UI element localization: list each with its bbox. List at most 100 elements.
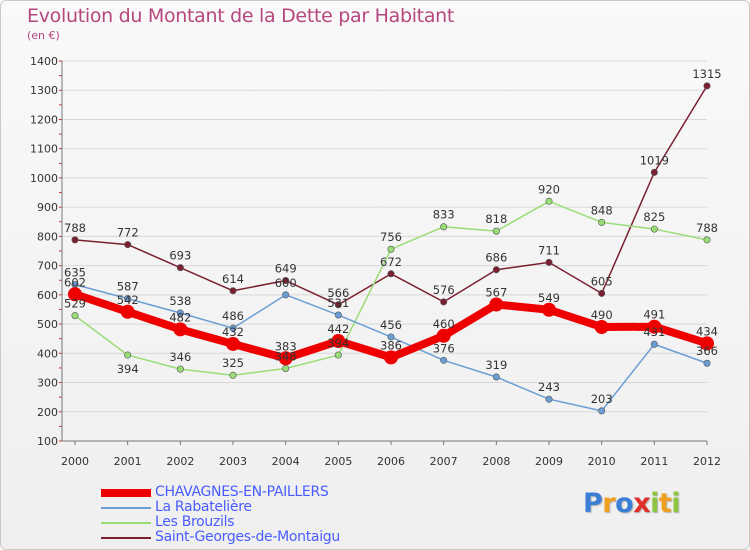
data-label: 602: [64, 275, 86, 289]
logo-letter: i: [671, 488, 681, 519]
legend-label: CHAVAGNES-EN-PAILLERS: [155, 484, 329, 500]
data-point: [545, 258, 553, 266]
data-label: 490: [591, 308, 613, 322]
x-tick-label: 2010: [588, 455, 616, 468]
y-tick-label: 1000: [30, 172, 58, 185]
grid-lines: [62, 60, 707, 442]
x-tick-label: 2003: [219, 455, 247, 468]
y-tick-label: 1300: [30, 84, 58, 97]
data-point: [700, 336, 714, 351]
data-label: 693: [169, 249, 191, 263]
logo-letter: r: [602, 488, 616, 519]
data-label: 460: [433, 317, 455, 331]
data-point: [334, 301, 342, 309]
data-label: 818: [485, 212, 507, 226]
data-point: [542, 302, 556, 317]
data-label: 542: [117, 293, 139, 307]
data-label: 566: [327, 286, 349, 300]
data-label: 587: [117, 280, 139, 294]
data-point: [703, 82, 711, 90]
data-label: 434: [696, 324, 718, 338]
data-point: [176, 309, 184, 317]
data-point: [229, 371, 237, 379]
logo-letter: P: [583, 488, 603, 519]
data-label: 772: [117, 226, 139, 240]
data-label: 1019: [640, 153, 669, 167]
x-tick-label: 2005: [324, 455, 352, 468]
data-label: 538: [169, 294, 191, 308]
data-point: [278, 351, 293, 366]
data-label: 920: [538, 182, 560, 196]
data-label: 549: [538, 291, 560, 305]
x-tick-label: 2008: [482, 455, 510, 468]
data-point: [598, 218, 606, 226]
data-point: [124, 241, 132, 249]
chart-unit: (en €): [27, 29, 60, 42]
data-point: [124, 351, 132, 359]
data-label: 614: [222, 272, 244, 286]
data-label: 383: [275, 339, 297, 353]
data-point: [282, 291, 290, 299]
series-lines: [68, 82, 714, 415]
data-label: 788: [64, 221, 86, 235]
data-point: [594, 320, 609, 334]
logo-letter: o: [615, 488, 634, 519]
data-point: [226, 336, 240, 351]
data-point: [650, 168, 658, 176]
data-label: 529: [64, 297, 86, 311]
data-label: 432: [222, 325, 244, 339]
x-tick-label: 2009: [535, 455, 563, 468]
data-label: 848: [591, 203, 613, 217]
y-tick-label: 1400: [30, 55, 58, 68]
data-point: [387, 245, 395, 253]
data-point: [331, 334, 346, 349]
data-point: [650, 225, 658, 233]
chart-title: Evolution du Montant de la Dette par Hab…: [27, 5, 455, 27]
data-point: [387, 270, 395, 278]
legend-label: Les Brouzils: [155, 514, 235, 530]
data-point: [647, 319, 662, 334]
y-tick-label: 500: [37, 318, 58, 331]
data-label: 482: [169, 310, 191, 324]
legend-label: Saint-Georges-de-Montaigu: [155, 529, 340, 545]
data-label: 711: [538, 243, 560, 257]
data-label: 319: [485, 358, 507, 372]
data-point: [384, 350, 398, 365]
x-tick-label: 2002: [166, 455, 194, 468]
x-tick-label: 2000: [61, 455, 89, 468]
data-label: 394: [117, 362, 139, 376]
x-tick-label: 2011: [640, 455, 668, 468]
data-point: [229, 324, 237, 332]
legend-swatch: [101, 506, 151, 509]
data-point: [489, 297, 504, 312]
data-point: [703, 236, 711, 244]
data-point: [545, 197, 553, 205]
y-tick-label: 600: [37, 289, 58, 302]
data-point: [173, 322, 188, 337]
legend-swatch: [101, 536, 151, 539]
data-label: 1315: [692, 67, 721, 81]
data-label: 531: [327, 296, 349, 310]
y-tick-label: 1100: [30, 143, 58, 156]
data-point: [334, 311, 342, 319]
data-point: [176, 264, 184, 272]
data-point: [71, 236, 79, 244]
data-label: 442: [327, 322, 349, 336]
data-label: 203: [591, 392, 613, 406]
y-tick-label: 400: [37, 347, 58, 360]
data-point: [334, 351, 342, 359]
data-point: [124, 295, 132, 303]
data-point: [440, 298, 448, 306]
data-point: [440, 223, 448, 231]
data-label: 431: [643, 325, 665, 339]
data-label: 243: [538, 380, 560, 394]
y-tick-label: 100: [37, 435, 58, 448]
logo-letter: t: [658, 488, 672, 519]
data-point: [440, 356, 448, 364]
data-label: 788: [696, 221, 718, 235]
data-label: 386: [380, 338, 402, 352]
y-tick-label: 300: [37, 377, 58, 390]
x-tick-label: 2012: [693, 455, 721, 468]
